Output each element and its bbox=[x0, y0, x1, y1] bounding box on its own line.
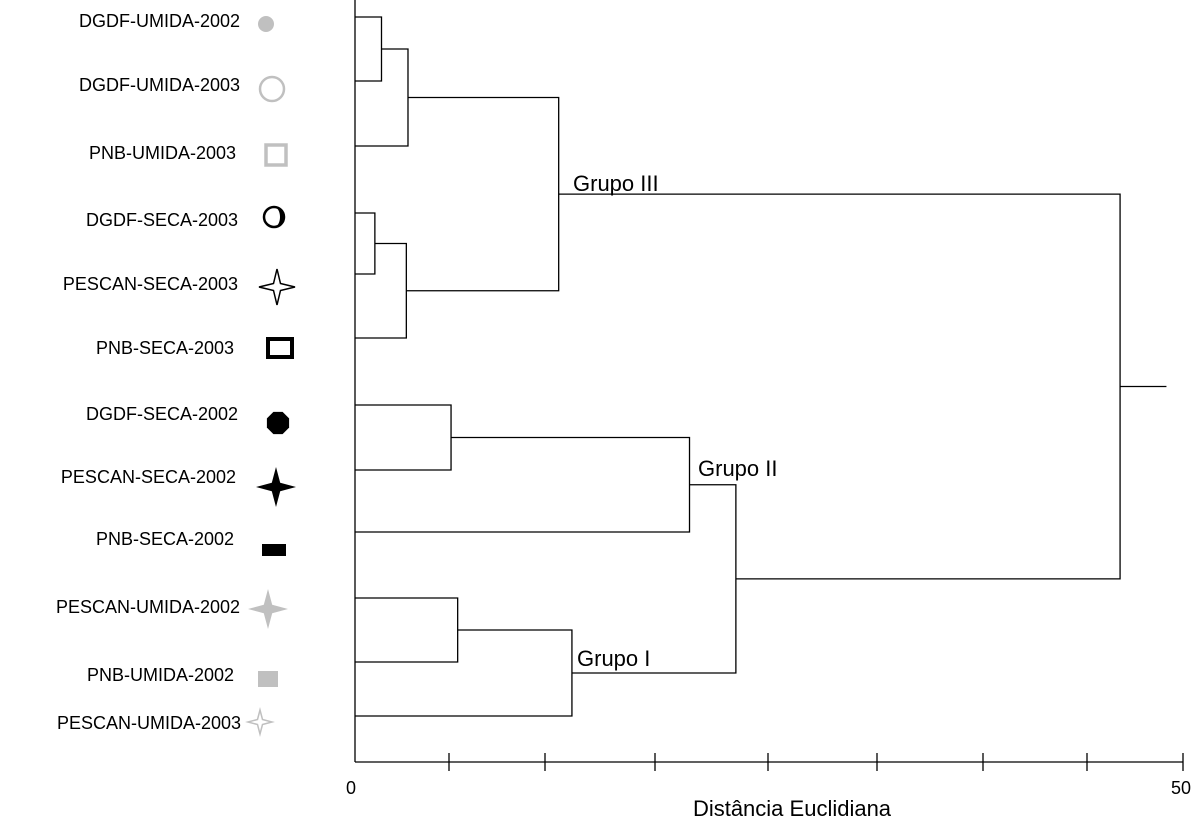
leaf-marker-filled-circle-icon bbox=[258, 16, 274, 32]
leaf-label: PESCAN-UMIDA-2003 bbox=[57, 713, 241, 733]
merge-link-N2 bbox=[355, 212, 376, 275]
leaf-marker-filled-octagon-icon bbox=[266, 411, 290, 435]
leaf-label: PESCAN-SECA-2003 bbox=[63, 274, 238, 294]
leaf-label: PNB-SECA-2002 bbox=[96, 529, 234, 549]
x-axis-title: Distância Euclidiana bbox=[693, 796, 892, 821]
leaf-marker-filled-star-icon bbox=[256, 467, 296, 507]
dendrogram-links bbox=[355, 16, 1167, 717]
leaf-label: DGDF-UMIDA-2002 bbox=[79, 11, 240, 31]
leaf-label: DGDF-UMIDA-2003 bbox=[79, 75, 240, 95]
leaf-marker-hollow-square-icon bbox=[264, 143, 288, 167]
leaf-marker-hollow-star-icon bbox=[258, 268, 296, 306]
group-label: Grupo II bbox=[698, 456, 777, 481]
leaf-marker-filled-rect-icon bbox=[262, 544, 286, 556]
leaf-label: PNB-SECA-2003 bbox=[96, 338, 234, 358]
x-axis: 0 50 Distância Euclidiana bbox=[346, 0, 1191, 821]
merge-link-N0 bbox=[355, 16, 383, 82]
leaf-markers bbox=[245, 16, 296, 737]
group-label: Grupo III bbox=[573, 171, 659, 196]
leaf-marker-hollow-circle-icon bbox=[258, 75, 286, 103]
merge-link-N9 bbox=[571, 484, 737, 674]
x-axis-ticks bbox=[448, 753, 1184, 771]
leaf-label: PNB-UMIDA-2003 bbox=[89, 143, 236, 163]
leaf-label: PNB-UMIDA-2002 bbox=[87, 665, 234, 685]
x-tick-label-min: 0 bbox=[346, 778, 356, 798]
merge-link-N5 bbox=[355, 404, 452, 471]
crescent-fill bbox=[274, 207, 284, 227]
leaf-label: DGDF-SECA-2002 bbox=[86, 404, 238, 424]
leaf-label: PESCAN-SECA-2002 bbox=[61, 467, 236, 487]
merge-link-N3 bbox=[355, 242, 407, 339]
leaf-labels: DGDF-UMIDA-2002 DGDF-UMIDA-2003 PNB-UMIDA-… bbox=[56, 11, 241, 733]
group-label: Grupo I bbox=[577, 646, 650, 671]
merge-link-N4 bbox=[406, 96, 560, 292]
merge-link-N8 bbox=[355, 629, 573, 717]
leaf-label: DGDF-SECA-2003 bbox=[86, 210, 238, 230]
x-tick-label-max: 50 bbox=[1171, 778, 1191, 798]
merge-link-N7 bbox=[355, 597, 459, 663]
leaf-marker-hollow-star-icon bbox=[245, 707, 275, 737]
leaf-marker-filled-star-icon bbox=[248, 589, 288, 629]
leaf-label: PESCAN-UMIDA-2002 bbox=[56, 597, 240, 617]
leaf-marker-filled-rect-icon bbox=[258, 671, 278, 687]
merge-link-N6 bbox=[355, 436, 691, 533]
leaf-marker-crescent-circle-icon bbox=[262, 205, 286, 229]
group-labels: Grupo III Grupo II Grupo I bbox=[573, 171, 777, 671]
merge-link-N10 bbox=[558, 193, 1121, 580]
leaf-marker-hollow-square-icon bbox=[266, 337, 294, 359]
